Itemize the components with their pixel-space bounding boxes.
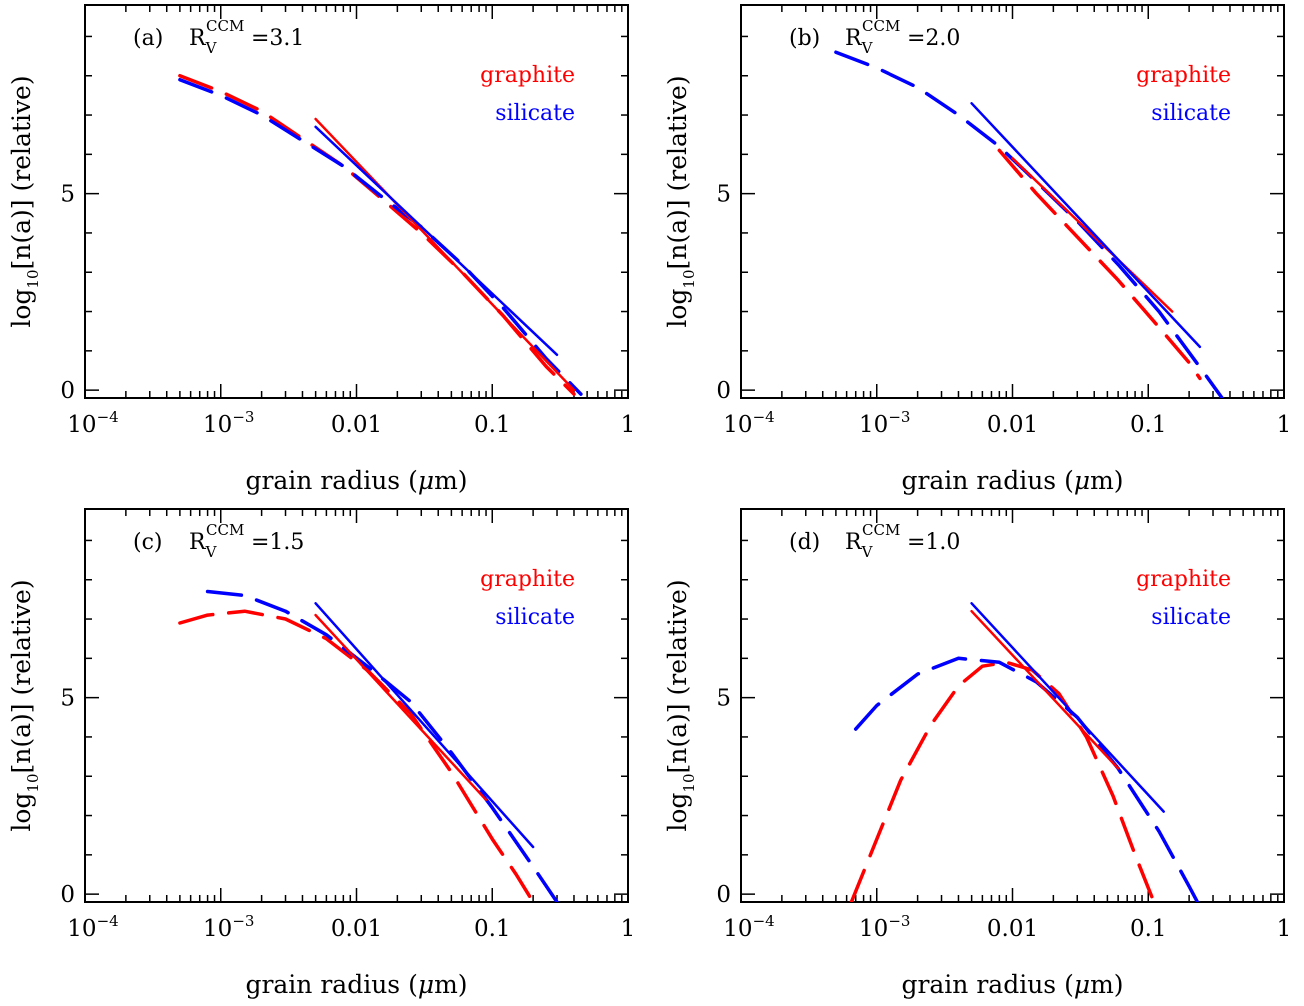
x-tick-label: 0.1: [1130, 916, 1167, 942]
x-tick-label: 10−3: [859, 912, 910, 942]
silicate-dashed-line: [834, 50, 1224, 398]
y-axis-label: log10[n(a)] (relative): [663, 579, 698, 831]
silicate-solid-line: [970, 102, 1202, 349]
graphite-solid-line: [1011, 157, 1174, 313]
silicate-solid-line: [314, 602, 535, 849]
legend-graphite: graphite: [1136, 567, 1231, 592]
silicate-solid-line: [314, 125, 559, 357]
series-group: [178, 73, 583, 396]
y-tick-label: 0: [60, 378, 75, 404]
legend-silicate: silicate: [1151, 605, 1231, 630]
x-axis-label: grain radius (μm): [245, 970, 467, 999]
legend-graphite: graphite: [480, 63, 575, 88]
x-tick-label: 0.01: [987, 412, 1038, 438]
y-tick-label: 5: [60, 686, 75, 712]
legend-silicate: silicate: [495, 605, 575, 630]
series-group: [849, 602, 1200, 902]
series-group: [178, 589, 559, 902]
graphite-dashed-line: [849, 660, 1156, 902]
legend-graphite: graphite: [480, 567, 575, 592]
x-tick-label: 0.01: [331, 412, 382, 438]
x-tick-label: 1: [621, 916, 636, 942]
panel-label: (d) RVCCM =1.0: [789, 521, 960, 561]
silicate-dashed-line: [205, 589, 559, 902]
legend-graphite: graphite: [1136, 63, 1231, 88]
graphite-dashed-line: [997, 148, 1202, 381]
x-tick-label: 1: [1277, 916, 1292, 942]
x-tick-label: 0.1: [1130, 412, 1167, 438]
x-tick-label: 10−3: [203, 912, 254, 942]
y-axis-label: log10[n(a)] (relative): [663, 75, 698, 327]
graphite-solid-line: [314, 613, 488, 802]
series-group: [834, 50, 1224, 398]
x-tick-label: 0.1: [474, 412, 511, 438]
x-tick-label: 10−4: [67, 408, 118, 438]
panel-label: (c) RVCCM =1.5: [133, 521, 304, 561]
x-tick-label: 1: [1277, 412, 1292, 438]
silicate-dashed-line: [853, 656, 1200, 902]
y-axis-label: log10[n(a)] (relative): [7, 75, 42, 327]
x-tick-label: 0.1: [474, 916, 511, 942]
panel-label: (a) RVCCM =3.1: [133, 17, 304, 57]
silicate-solid-line: [970, 602, 1165, 813]
x-axis-label: grain radius (μm): [245, 466, 467, 495]
y-tick-label: 5: [60, 182, 75, 208]
y-tick-label: 0: [716, 882, 731, 908]
x-axis-label: grain radius (μm): [901, 970, 1123, 999]
panel-a: 10−4 10−3 0.01 0.1 1 0 5 grain radius (μm) log10…: [7, 4, 636, 495]
x-tick-label: 0.01: [331, 916, 382, 942]
panel-label: (b) RVCCM =2.0: [789, 17, 960, 57]
panel-b: 10−4 10−3 0.01 0.1 1 0 5 grain radius (μm) log10…: [663, 4, 1292, 495]
x-axis-label: grain radius (μm): [901, 466, 1123, 495]
x-tick-label: 10−3: [859, 408, 910, 438]
graphite-solid-line: [970, 609, 1120, 770]
silicate-dashed-line: [178, 77, 583, 396]
x-tick-label: 10−4: [723, 408, 774, 438]
x-tick-label: 10−4: [67, 912, 118, 942]
x-tick-label: 1: [621, 412, 636, 438]
y-tick-label: 0: [60, 882, 75, 908]
panel-c: 10−4 10−3 0.01 0.1 1 0 5 grain radius (μm) log10…: [7, 508, 636, 999]
y-tick-label: 5: [716, 182, 731, 208]
panel-d: 10−4 10−3 0.01 0.1 1 0 5 grain radius (μm) log10…: [663, 508, 1292, 999]
legend-silicate: silicate: [495, 101, 575, 126]
x-tick-label: 10−3: [203, 408, 254, 438]
x-tick-label: 10−4: [723, 912, 774, 942]
graphite-solid-line: [314, 117, 576, 392]
legend-silicate: silicate: [1151, 101, 1231, 126]
y-tick-label: 5: [716, 686, 731, 712]
graphite-dashed-line: [178, 609, 535, 902]
x-tick-label: 0.01: [987, 916, 1038, 942]
y-axis-label: log10[n(a)] (relative): [7, 579, 42, 831]
y-tick-label: 0: [716, 378, 731, 404]
